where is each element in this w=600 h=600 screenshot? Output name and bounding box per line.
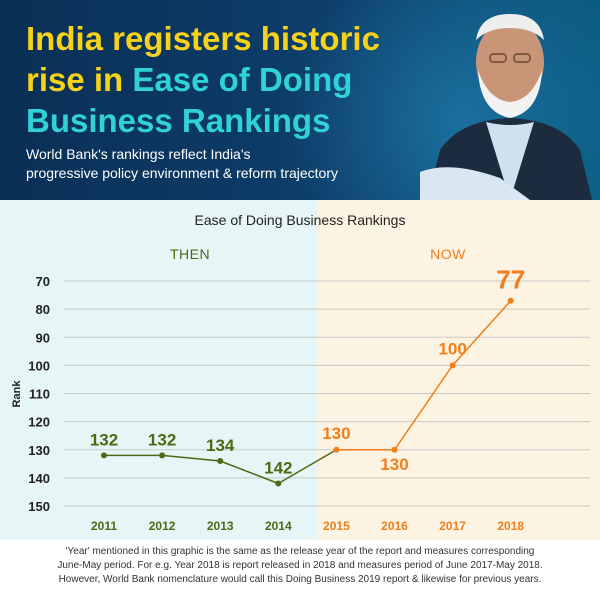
portrait-glasses-left <box>489 53 507 63</box>
era-label-now: NOW <box>430 246 466 262</box>
data-point-2014 <box>275 480 282 487</box>
data-point-2018 <box>507 297 514 304</box>
portrait-hair <box>476 14 544 40</box>
headline-line-2: rise in Ease of Doing <box>26 59 446 100</box>
portrait-beard <box>478 70 542 118</box>
era-label-then: THEN <box>169 246 211 262</box>
x-tick-2015: 2015 <box>323 519 350 533</box>
y-tick-100: 100 <box>28 358 50 373</box>
data-point-2011 <box>101 452 107 459</box>
header-banner: India registers historic rise in Ease of… <box>0 0 600 200</box>
data-label-2013: 134 <box>206 436 235 455</box>
subtitle-line-2: progressive policy environment & reform … <box>26 165 339 181</box>
footnote-line-3: However, World Bank nomenclature would c… <box>58 574 542 585</box>
x-tick-2018: 2018 <box>497 519 524 533</box>
data-point-2015 <box>333 446 340 453</box>
data-point-2016 <box>391 446 398 453</box>
data-label-2017: 100 <box>438 339 466 358</box>
x-tick-2012: 2012 <box>149 519 176 533</box>
rank-line-chart: 70 80 90 100 110 120 130 140 150 Rank 2011 2012 2013… <box>11 265 590 533</box>
data-label-2011: 132 <box>90 430 118 449</box>
then-panel <box>0 200 318 540</box>
portrait-arm <box>420 167 530 200</box>
x-tick-2011: 2011 <box>91 519 117 533</box>
data-point-2013 <box>217 458 224 464</box>
portrait-illustration <box>420 14 592 200</box>
portrait-face <box>476 20 544 104</box>
headline-line-2-highlight: Ease of Doing <box>132 61 353 98</box>
data-label-2016: 130 <box>380 455 408 474</box>
y-tick-70: 70 <box>36 274 50 289</box>
y-tick-150: 150 <box>28 499 50 514</box>
x-tick-2017: 2017 <box>439 519 466 533</box>
y-tick-80: 80 <box>36 302 50 317</box>
chart-title: Ease of Doing Business Rankings <box>194 212 406 228</box>
y-tick-140: 140 <box>28 471 50 486</box>
y-axis-title: Rank <box>11 380 23 408</box>
footnote-line-1: 'Year' mentioned in this graphic is the … <box>65 546 535 557</box>
footnote-line-2: June-May period. For e.g. Year 2018 is r… <box>57 560 543 571</box>
series-line-then <box>104 454 279 485</box>
x-tick-2013: 2013 <box>207 519 234 533</box>
headline-line-1: India registers historic <box>26 20 380 57</box>
series-line-now <box>336 300 512 451</box>
headline-line-2-plain: rise in <box>26 61 133 98</box>
data-point-2017 <box>449 362 456 369</box>
transition-line <box>277 449 337 485</box>
portrait-kurta <box>486 122 534 200</box>
headline: India registers historic rise in Ease of… <box>26 18 446 141</box>
y-tick-90: 90 <box>36 330 50 345</box>
subtitle-line-1: World Bank's rankings reflect India's <box>26 146 251 162</box>
y-tick-130: 130 <box>28 443 50 458</box>
footnote: 'Year' mentioned in this graphic is the … <box>0 545 600 587</box>
now-panel <box>318 200 600 540</box>
subtitle: World Bank's rankings reflect India's pr… <box>26 145 406 183</box>
data-point-2012 <box>159 452 166 459</box>
data-label-2012: 132 <box>148 430 176 449</box>
x-tick-2016: 2016 <box>381 519 408 533</box>
data-label-2014: 142 <box>264 459 292 478</box>
headline-line-3: Business Rankings <box>26 102 331 139</box>
portrait-glasses-right <box>513 53 531 63</box>
x-tick-2014: 2014 <box>265 519 292 533</box>
data-label-2015: 130 <box>322 424 350 443</box>
y-tick-120: 120 <box>28 415 50 430</box>
data-label-2018: 77 <box>496 265 525 295</box>
y-tick-110: 110 <box>29 387 50 402</box>
